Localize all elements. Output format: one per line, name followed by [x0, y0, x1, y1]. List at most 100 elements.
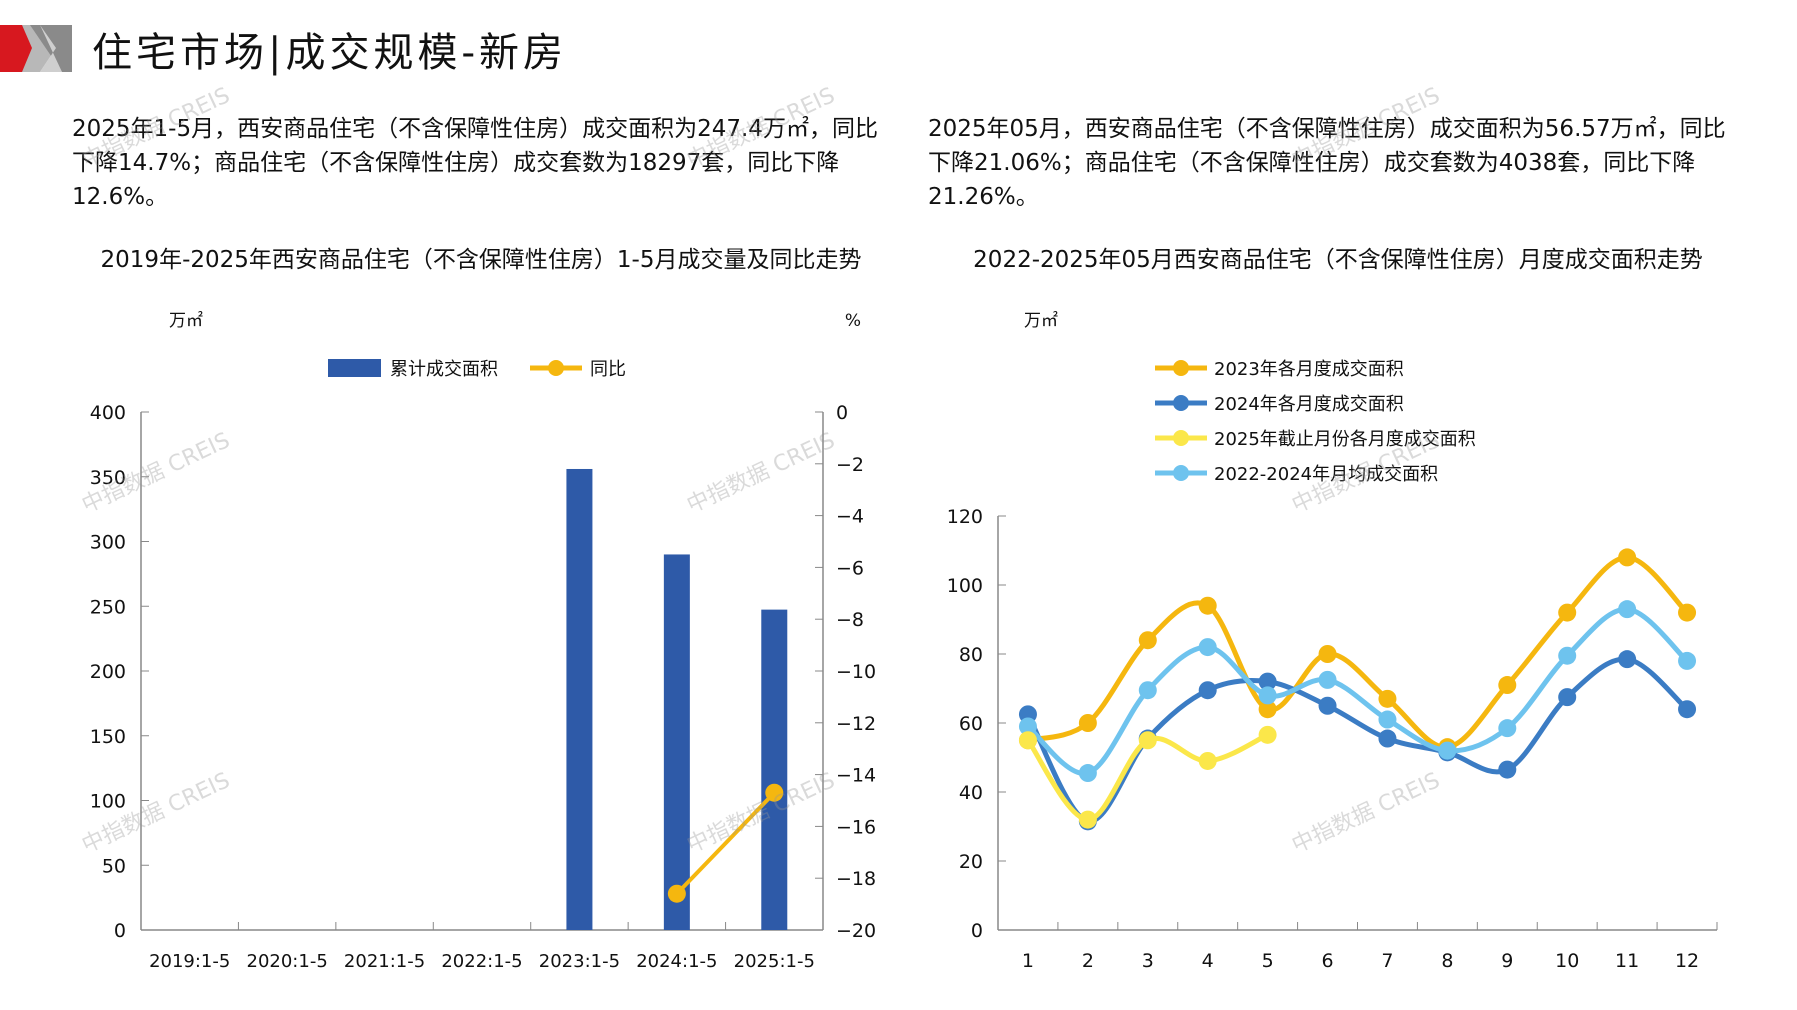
y2-tick-label: −20	[836, 920, 876, 942]
series-point-2	[1018, 731, 1037, 750]
series-line-3	[1026, 606, 1689, 776]
x-tick-label: 2019:1-5	[149, 951, 230, 972]
right-chart-title: 2022-2025年05月西安商品住宅（不含保障性住房）月度成交面积走势	[973, 247, 1703, 273]
y-tick-label: 50	[102, 855, 126, 877]
x-tick-label: 1	[1022, 950, 1034, 972]
series-point-1	[1318, 696, 1337, 715]
series-point-2	[1198, 751, 1217, 770]
x-tick-label: 8	[1441, 950, 1453, 972]
series-point-0	[1138, 631, 1157, 650]
series-point-1	[1678, 700, 1697, 719]
y-tick-label: 0	[971, 920, 983, 942]
series-point-0	[1498, 676, 1517, 695]
series-point-0	[1258, 700, 1277, 719]
series-point-3	[1498, 719, 1517, 738]
x-tick-label: 10	[1555, 950, 1579, 972]
series-point-2	[1258, 725, 1277, 744]
bar-2025:1-5	[761, 609, 788, 930]
legend-marker-3	[1173, 465, 1189, 481]
series-point-3	[1318, 670, 1337, 689]
y-tick-label: 100	[90, 791, 126, 813]
y-tick-label: 150	[90, 726, 126, 748]
y2-tick-label: −6	[836, 557, 864, 579]
legend-marker-0	[1173, 360, 1189, 376]
series-point-1	[1498, 760, 1517, 779]
y-tick-label: 250	[90, 596, 126, 618]
series-point-2	[1078, 810, 1097, 829]
y2-tick-label: −4	[836, 506, 864, 528]
y2-tick-label: −10	[836, 661, 876, 683]
legend-label-3: 2022-2024年月均成交面积	[1214, 464, 1438, 485]
legend-marker-2	[1173, 430, 1189, 446]
x-tick-label: 12	[1675, 950, 1699, 972]
y-tick-label: 350	[90, 467, 126, 489]
y-axis-unit-label: 万㎡	[169, 311, 203, 331]
x-tick-label: 6	[1321, 950, 1333, 972]
x-tick-label: 2022:1-5	[441, 951, 522, 972]
series-point-1	[1378, 729, 1397, 748]
y-tick-label: 40	[959, 782, 983, 804]
page-title: 住宅市场|成交规模-新房	[92, 30, 567, 76]
legend-label-bar: 累计成交面积	[390, 359, 498, 380]
series-point-2	[1138, 731, 1157, 750]
y2-axis-unit-label: %	[845, 311, 861, 331]
y-tick-label: 100	[947, 575, 983, 597]
series-point-3	[1378, 710, 1397, 729]
legend-label-line: 同比	[590, 359, 626, 380]
series-point-3	[1678, 651, 1697, 670]
y-tick-label: 400	[90, 402, 126, 424]
x-tick-label: 2025:1-5	[734, 951, 815, 972]
yoy-point	[667, 884, 686, 903]
series-point-1	[1618, 650, 1637, 669]
y-tick-label: 80	[959, 644, 983, 666]
x-tick-label: 2021:1-5	[344, 951, 425, 972]
x-tick-label: 2023:1-5	[539, 951, 620, 972]
y2-tick-label: −14	[836, 765, 876, 787]
legend-swatch-marker	[548, 360, 564, 376]
y-axis-unit-label: 万㎡	[1024, 311, 1058, 331]
series-point-0	[1618, 548, 1637, 567]
series-point-3	[1138, 681, 1157, 700]
x-tick-label: 3	[1142, 950, 1154, 972]
legend-label-2: 2025年截止月份各月度成交面积	[1214, 429, 1476, 450]
y2-tick-label: −12	[836, 713, 876, 735]
legend-label-1: 2024年各月度成交面积	[1214, 394, 1404, 415]
series-point-3	[1558, 646, 1577, 665]
series-point-1	[1258, 672, 1277, 691]
series-point-3	[1258, 686, 1277, 705]
series-point-3	[1198, 638, 1217, 657]
series-point-3	[1438, 741, 1457, 760]
x-tick-label: 5	[1262, 950, 1274, 972]
series-point-3	[1618, 600, 1637, 619]
series-line-1	[1025, 656, 1689, 824]
left-summary-text: 2025年1-5月，西安商品住宅（不含保障性住房）成交面积为247.4万㎡，同比…	[72, 116, 878, 210]
bar-2024:1-5	[663, 554, 690, 930]
y-tick-label: 0	[114, 920, 126, 942]
yoy-point	[765, 783, 784, 802]
legend-marker-1	[1173, 395, 1189, 411]
y2-tick-label: −8	[836, 609, 864, 631]
legend-swatch-bar	[328, 359, 381, 377]
y2-tick-label: 0	[836, 402, 848, 424]
x-tick-label: 11	[1615, 950, 1639, 972]
series-point-1	[1198, 681, 1217, 700]
y-tick-label: 60	[959, 713, 983, 735]
series-point-0	[1198, 596, 1217, 615]
y-tick-label: 300	[90, 532, 126, 554]
right-summary-text: 2025年05月，西安商品住宅（不含保障性住房）成交面积为56.57万㎡，同比下…	[928, 116, 1726, 210]
series-point-0	[1378, 689, 1397, 708]
series-point-0	[1318, 645, 1337, 663]
y2-tick-label: −16	[836, 816, 876, 838]
series-point-0	[1678, 603, 1697, 622]
x-tick-label: 4	[1202, 950, 1214, 972]
x-tick-label: 2024:1-5	[636, 951, 717, 972]
x-tick-label: 7	[1381, 950, 1393, 972]
y-tick-label: 20	[959, 851, 983, 873]
series-point-1	[1558, 688, 1577, 707]
series-point-3	[1018, 717, 1037, 736]
x-tick-label: 9	[1501, 950, 1513, 972]
y2-tick-label: −18	[836, 868, 876, 890]
y-tick-label: 120	[947, 506, 983, 528]
left-chart-title: 2019年-2025年西安商品住宅（不含保障性住房）1-5月成交量及同比走势	[100, 247, 862, 273]
